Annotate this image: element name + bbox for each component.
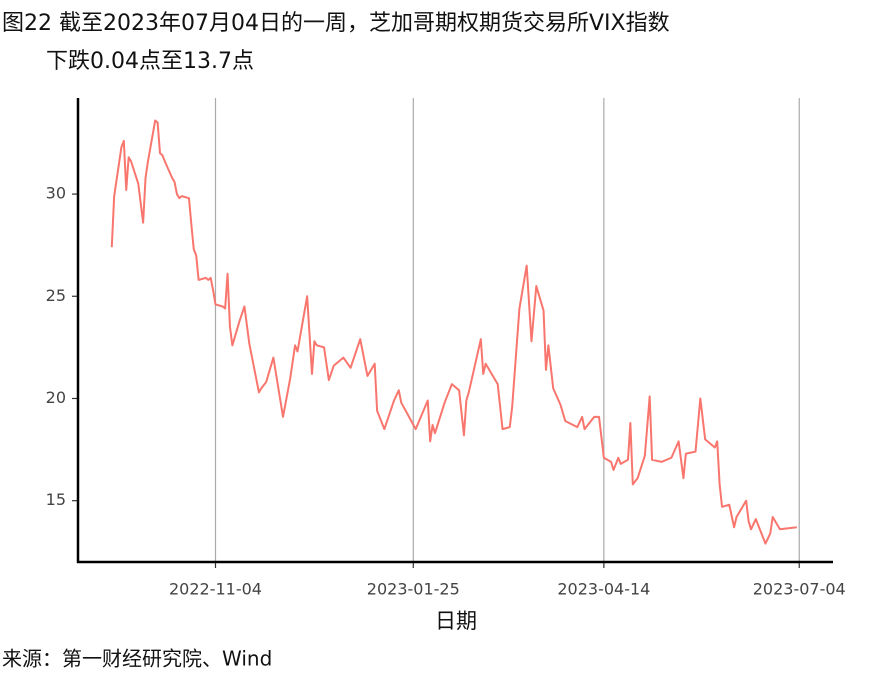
chart-title: 图22 截至2023年07月04日的一周，芝加哥期权期货交易所VIX指数 — [2, 11, 670, 36]
chart-title: 下跌0.04点至13.7点 — [46, 49, 254, 74]
source-note: 来源：第一财经研究院、Wind — [2, 647, 272, 671]
y-tick-label: 25 — [46, 286, 66, 305]
y-tick-label: 20 — [46, 388, 66, 407]
x-tick-label: 2022-11-04 — [169, 580, 262, 599]
x-tick-label: 2023-01-25 — [367, 580, 460, 599]
x-tick-label: 2023-07-04 — [753, 580, 846, 599]
x-tick-label: 2023-04-14 — [557, 580, 650, 599]
x-axis-label: 日期 — [435, 609, 477, 633]
y-tick-label: 15 — [46, 490, 66, 509]
data-line — [110, 119, 797, 545]
y-tick-label: 30 — [46, 184, 66, 203]
